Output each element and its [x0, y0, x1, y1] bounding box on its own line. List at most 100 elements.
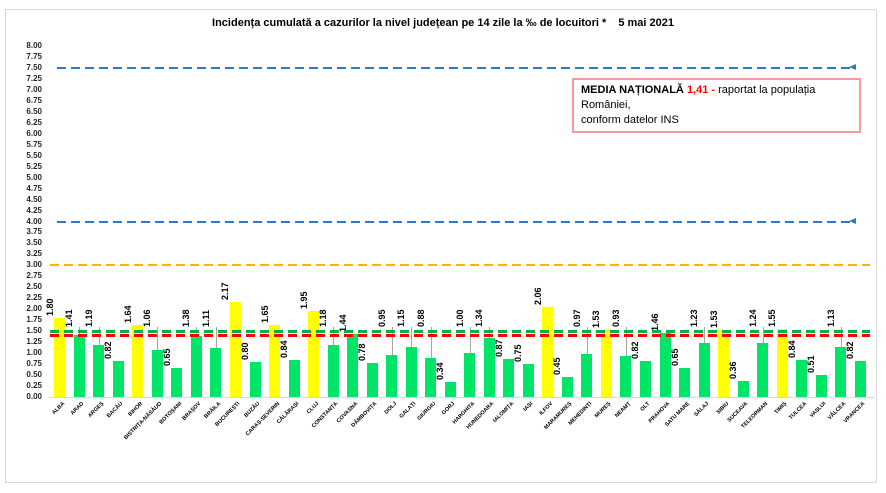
y-tick-label: 7.50: [26, 62, 42, 72]
y-tick-label: 0.00: [26, 392, 42, 401]
bar: [542, 306, 554, 397]
bar-value-label: 1.46: [650, 313, 660, 331]
bar-value-label: 1.15: [396, 309, 407, 327]
value-label-leader-line: [391, 327, 393, 356]
bar: [190, 336, 202, 397]
chart-title: Incidența cumulată a cazurilor la nivel …: [0, 17, 886, 29]
y-tick-label: 4.25: [26, 205, 42, 215]
national-average-label: MEDIA NAȚIONALĂ: [581, 84, 684, 96]
reference-line-arrowhead: [849, 64, 856, 71]
national-average-text1: raportat la populația României,: [581, 84, 816, 111]
bar: [132, 325, 144, 397]
bar-value-label: 1.23: [689, 309, 700, 327]
bar: [815, 374, 827, 397]
bar-value-label: 0.82: [103, 341, 114, 360]
bar: [386, 355, 398, 397]
bar-value-label: 2.06: [532, 287, 543, 305]
bar: [73, 335, 85, 397]
y-tick-label: 4.75: [26, 183, 42, 193]
bar: [737, 381, 749, 397]
bar: [522, 364, 534, 397]
bar-value-label: 0.45: [552, 357, 563, 376]
chart-title-text: Incidența cumulată a cazurilor la nivel …: [212, 17, 607, 29]
y-tick-label: 5.50: [26, 150, 42, 160]
bar-value-label: 1.11: [200, 309, 211, 327]
bar: [288, 360, 300, 397]
value-label-leader-line: [430, 327, 432, 359]
y-tick-label: 1.75: [26, 315, 42, 325]
bar: [308, 311, 320, 397]
bar-value-label: 1.18: [318, 309, 329, 327]
bar: [620, 356, 632, 397]
bar-value-label: 0.82: [845, 341, 856, 360]
bar: [561, 377, 573, 397]
national-average-callout: MEDIA NAȚIONALĂ 1,41 - raportat la popul…: [572, 78, 861, 133]
y-tick-label: 2.75: [26, 271, 42, 281]
bar-value-label: 0.78: [357, 343, 368, 361]
national-average-text2: conform datelor INS: [581, 114, 679, 126]
reference-line-arrowhead: [849, 218, 856, 224]
national-average-value: 1,41 -: [686, 84, 716, 96]
y-tick-label: 2.50: [26, 282, 42, 292]
y-tick-label: 5.25: [26, 161, 42, 171]
y-tick-label: 5.75: [26, 139, 42, 149]
bar-value-label: 1.64: [122, 305, 133, 324]
y-tick-label: 6.75: [26, 95, 42, 105]
bar-value-label: 0.51: [806, 355, 817, 373]
bar-value-label: 1.24: [747, 309, 758, 327]
bar: [698, 343, 710, 397]
bar-value-label: 0.95: [376, 309, 387, 327]
bar: [93, 344, 105, 397]
bar-value-label: 0.84: [279, 340, 290, 359]
bar-value-label: 0.93: [610, 309, 621, 327]
reference-line: [57, 66, 856, 69]
bar: [464, 353, 476, 397]
bar: [151, 350, 163, 397]
y-tick-label: 8.00: [26, 41, 42, 50]
bar: [483, 338, 495, 397]
y-tick-label: 5.00: [26, 172, 42, 182]
chart-title-date: 5 mai 2021: [618, 17, 674, 29]
value-label-leader-line: [157, 327, 159, 351]
value-label-leader-line: [411, 327, 413, 347]
bar: [54, 318, 66, 397]
value-label-leader-line: [586, 327, 588, 355]
bar-value-label: 0.80: [240, 342, 250, 360]
value-label-leader-line: [625, 327, 627, 357]
bar-value-label: 1.65: [259, 305, 270, 323]
y-tick-label: 2.25: [26, 293, 42, 303]
bar: [366, 362, 378, 397]
bar-value-label: 1.95: [298, 291, 309, 310]
value-label-leader-line: [215, 327, 217, 349]
bar: [171, 368, 183, 397]
bar: [600, 329, 612, 397]
bar-value-label: 1.34: [474, 309, 485, 327]
y-tick-label: 3.50: [26, 238, 42, 248]
bar: [210, 348, 222, 397]
bar-value-label: 0.75: [513, 344, 524, 363]
bar-value-label: 0.97: [571, 309, 582, 327]
bar-value-label: 0.84: [786, 340, 797, 359]
y-tick-label: 0.25: [26, 381, 42, 391]
bar-value-label: 0.36: [728, 361, 739, 380]
bar-value-label: 0.34: [435, 362, 446, 381]
y-tick-label: 3.75: [26, 227, 42, 237]
bar-value-label: 1.53: [708, 310, 719, 328]
bar: [796, 360, 808, 397]
reference-line: [50, 333, 870, 337]
bar-value-label: 1.80: [44, 298, 55, 317]
bar-value-label: 1.19: [83, 309, 94, 327]
y-tick-label: 6.25: [26, 117, 42, 127]
value-label-leader-line: [840, 327, 842, 348]
bar: [854, 361, 866, 397]
bar: [757, 342, 769, 397]
y-tick-label: 1.00: [26, 348, 42, 358]
bar: [269, 324, 281, 397]
y-tick-label: 6.50: [26, 106, 42, 116]
y-tick-label: 1.50: [26, 326, 42, 336]
bar: [835, 347, 847, 397]
bar-value-label: 2.17: [220, 282, 231, 300]
bar-value-label: 1.00: [454, 309, 465, 327]
bar: [659, 332, 671, 397]
